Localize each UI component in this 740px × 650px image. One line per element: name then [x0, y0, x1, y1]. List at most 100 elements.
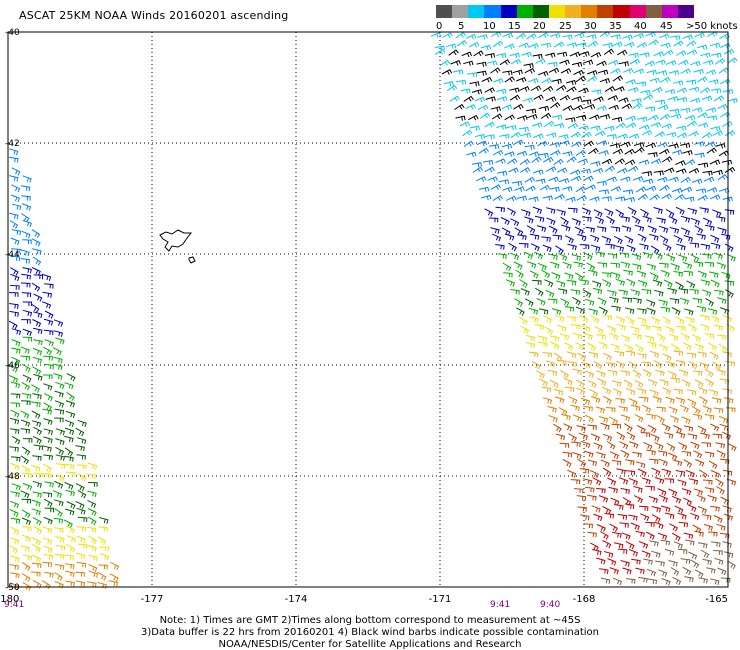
wind-barb [55, 454, 66, 461]
wind-barb [527, 114, 538, 120]
wind-barb [468, 114, 479, 121]
wind-barb [548, 176, 559, 183]
wind-barb [54, 480, 64, 489]
wind-barb [598, 150, 609, 156]
wind-barb [691, 107, 703, 113]
wind-barb [597, 262, 608, 268]
wind-barb [449, 95, 460, 102]
wind-barb [472, 166, 484, 173]
wind-barb [9, 267, 19, 276]
wind-barb [526, 261, 537, 269]
wind-barb [490, 184, 502, 190]
wind-barb [55, 337, 65, 345]
wind-barb [704, 141, 716, 148]
wind-barb [10, 402, 20, 408]
wind-barb [573, 261, 583, 268]
wind-barb [622, 297, 632, 303]
wind-barb [599, 78, 611, 84]
wind-barb [22, 175, 32, 183]
wind-barb [658, 225, 669, 233]
wind-barb [638, 159, 650, 165]
wind-barb [22, 483, 33, 491]
wind-barb [675, 316, 685, 325]
wind-barb [689, 242, 700, 248]
wind-barb [43, 545, 53, 554]
wind-barb [501, 227, 511, 236]
wind-barb [44, 481, 54, 488]
wind-barb [694, 379, 704, 388]
wind-barb [11, 356, 21, 365]
wind-barb [87, 516, 97, 526]
wind-barb [673, 40, 684, 47]
wind-barb [547, 298, 558, 304]
wind-barb [98, 564, 108, 570]
wind-barb [647, 424, 657, 434]
wind-barb [581, 440, 591, 449]
wind-barb [22, 526, 32, 532]
wind-barb [75, 445, 85, 452]
wind-barb [660, 76, 671, 83]
wind-barb [681, 451, 692, 457]
wind-barb [99, 517, 109, 524]
wind-barb [481, 76, 493, 83]
wind-barb [709, 159, 721, 166]
wind-barb [87, 462, 98, 470]
wind-barb [32, 480, 43, 488]
wind-barb [661, 578, 671, 586]
wind-barb [624, 235, 634, 244]
wind-barb [523, 63, 534, 69]
wind-barb [720, 496, 730, 505]
wind-barb [720, 111, 731, 118]
wind-barb [20, 185, 31, 192]
wind-barb [532, 53, 543, 59]
wind-barb [456, 40, 468, 47]
wind-barb [10, 381, 21, 389]
wind-barb [495, 158, 506, 164]
wind-barb [22, 363, 31, 373]
wind-barb [517, 115, 528, 121]
wind-barb [626, 244, 636, 253]
wind-barb [595, 251, 605, 258]
wind-barb [495, 206, 505, 213]
wind-barb [694, 343, 704, 351]
wind-barb [690, 253, 700, 263]
wind-barb [628, 514, 638, 521]
wind-barb [607, 95, 619, 101]
wind-barb [612, 41, 623, 48]
wind-barb [43, 554, 54, 560]
wind-barb [652, 325, 662, 332]
wind-barb [65, 471, 76, 477]
wind-barb [651, 550, 661, 558]
wind-barb [21, 509, 31, 519]
wind-barb [668, 560, 678, 567]
wind-barb [713, 550, 723, 556]
wind-barb [645, 521, 655, 527]
wind-barb [611, 380, 622, 387]
wind-barb [514, 298, 523, 307]
wind-barb [682, 149, 693, 156]
wind-barb [697, 194, 708, 201]
wind-barb [642, 251, 653, 260]
wind-barb [644, 335, 655, 342]
wind-barb [528, 43, 539, 49]
wind-barb [640, 432, 651, 438]
wind-barb [620, 141, 631, 148]
wind-barb [562, 34, 573, 40]
wind-barb [632, 333, 642, 340]
wind-barb [558, 134, 569, 140]
wind-barb [20, 400, 31, 406]
wind-barb [466, 151, 477, 158]
wind-barb [592, 287, 603, 295]
wind-barb [66, 501, 76, 510]
wind-barb [727, 97, 738, 104]
wind-barb [616, 49, 628, 56]
wind-barb [585, 298, 595, 306]
wind-barb [506, 125, 517, 131]
wind-barb [477, 104, 489, 111]
wind-barb [564, 272, 574, 280]
wind-barb [610, 226, 621, 232]
wind-barb [20, 346, 30, 354]
wind-barb [585, 226, 595, 233]
wind-barb [586, 262, 596, 272]
wind-barb [31, 229, 41, 238]
